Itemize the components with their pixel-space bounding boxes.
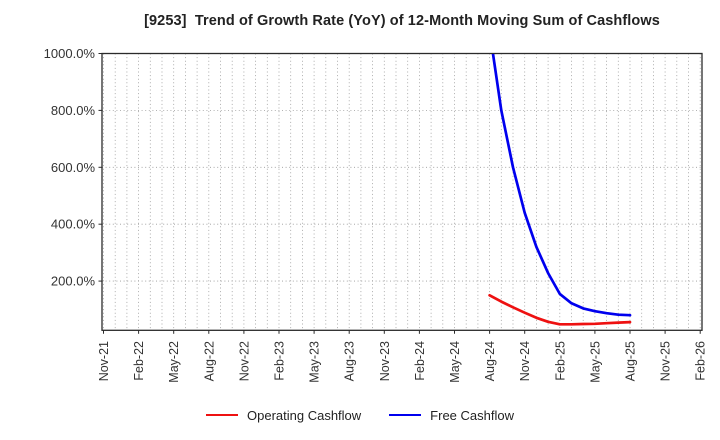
x-tick-label: Aug-25	[624, 341, 638, 381]
x-tick-label: Feb-23	[273, 341, 287, 381]
legend-line-free-cashflow-icon	[389, 414, 422, 416]
legend-label-free-cashflow: Free Cashflow	[430, 407, 514, 423]
chart-title: [9253] Trend of Growth Rate (YoY) of 12-…	[144, 13, 660, 29]
x-tick-label: Aug-24	[483, 341, 497, 381]
x-tick-label: May-22	[167, 341, 181, 383]
legend-item-free-cashflow: Free Cashflow	[389, 408, 514, 423]
x-tick-label: May-25	[588, 341, 602, 383]
legend: Operating Cashflow Free Cashflow	[0, 403, 720, 427]
x-tick-label: Feb-26	[694, 341, 708, 381]
x-tick-label: May-24	[448, 341, 462, 383]
y-axis-labels: 200.0% 400.0% 600.0% 800.0% 1000.0%	[44, 46, 96, 289]
y-tick-label: 600.0%	[51, 160, 96, 175]
y-tick-label: 800.0%	[51, 103, 96, 118]
legend-line-operating-cashflow-icon	[206, 414, 238, 416]
legend-label-operating-cashflow: Operating Cashflow	[247, 407, 362, 423]
legend-item-operating-cashflow: Operating Cashflow	[206, 408, 361, 423]
grid-lines	[102, 53, 702, 331]
x-tick-label: Aug-22	[202, 341, 216, 381]
y-tick-label: 400.0%	[51, 217, 96, 232]
x-tick-label: Feb-22	[132, 341, 146, 381]
y-tick-label: 200.0%	[51, 274, 96, 289]
series-line-free-cashflow	[491, 54, 632, 317]
x-tick-label: Aug-23	[343, 341, 357, 381]
y-tick-label: 1000.0%	[44, 46, 96, 61]
x-tick-label: May-23	[308, 341, 322, 383]
x-tick-label: Nov-21	[97, 341, 111, 381]
series-line-operating-cashflow	[488, 293, 632, 326]
tick-marks	[98, 53, 701, 334]
x-tick-label: Nov-22	[237, 341, 251, 381]
x-tick-label: Nov-23	[378, 341, 392, 381]
x-tick-label: Feb-24	[413, 341, 427, 381]
x-tick-label: Nov-24	[518, 341, 532, 381]
x-axis-labels: Nov-21 Feb-22 May-22 Aug-22 Nov-22 Feb-23 May-…	[97, 341, 708, 383]
axis-frame	[101, 52, 703, 331]
x-tick-label: Feb-25	[553, 341, 567, 381]
x-tick-label: Nov-25	[659, 341, 673, 381]
